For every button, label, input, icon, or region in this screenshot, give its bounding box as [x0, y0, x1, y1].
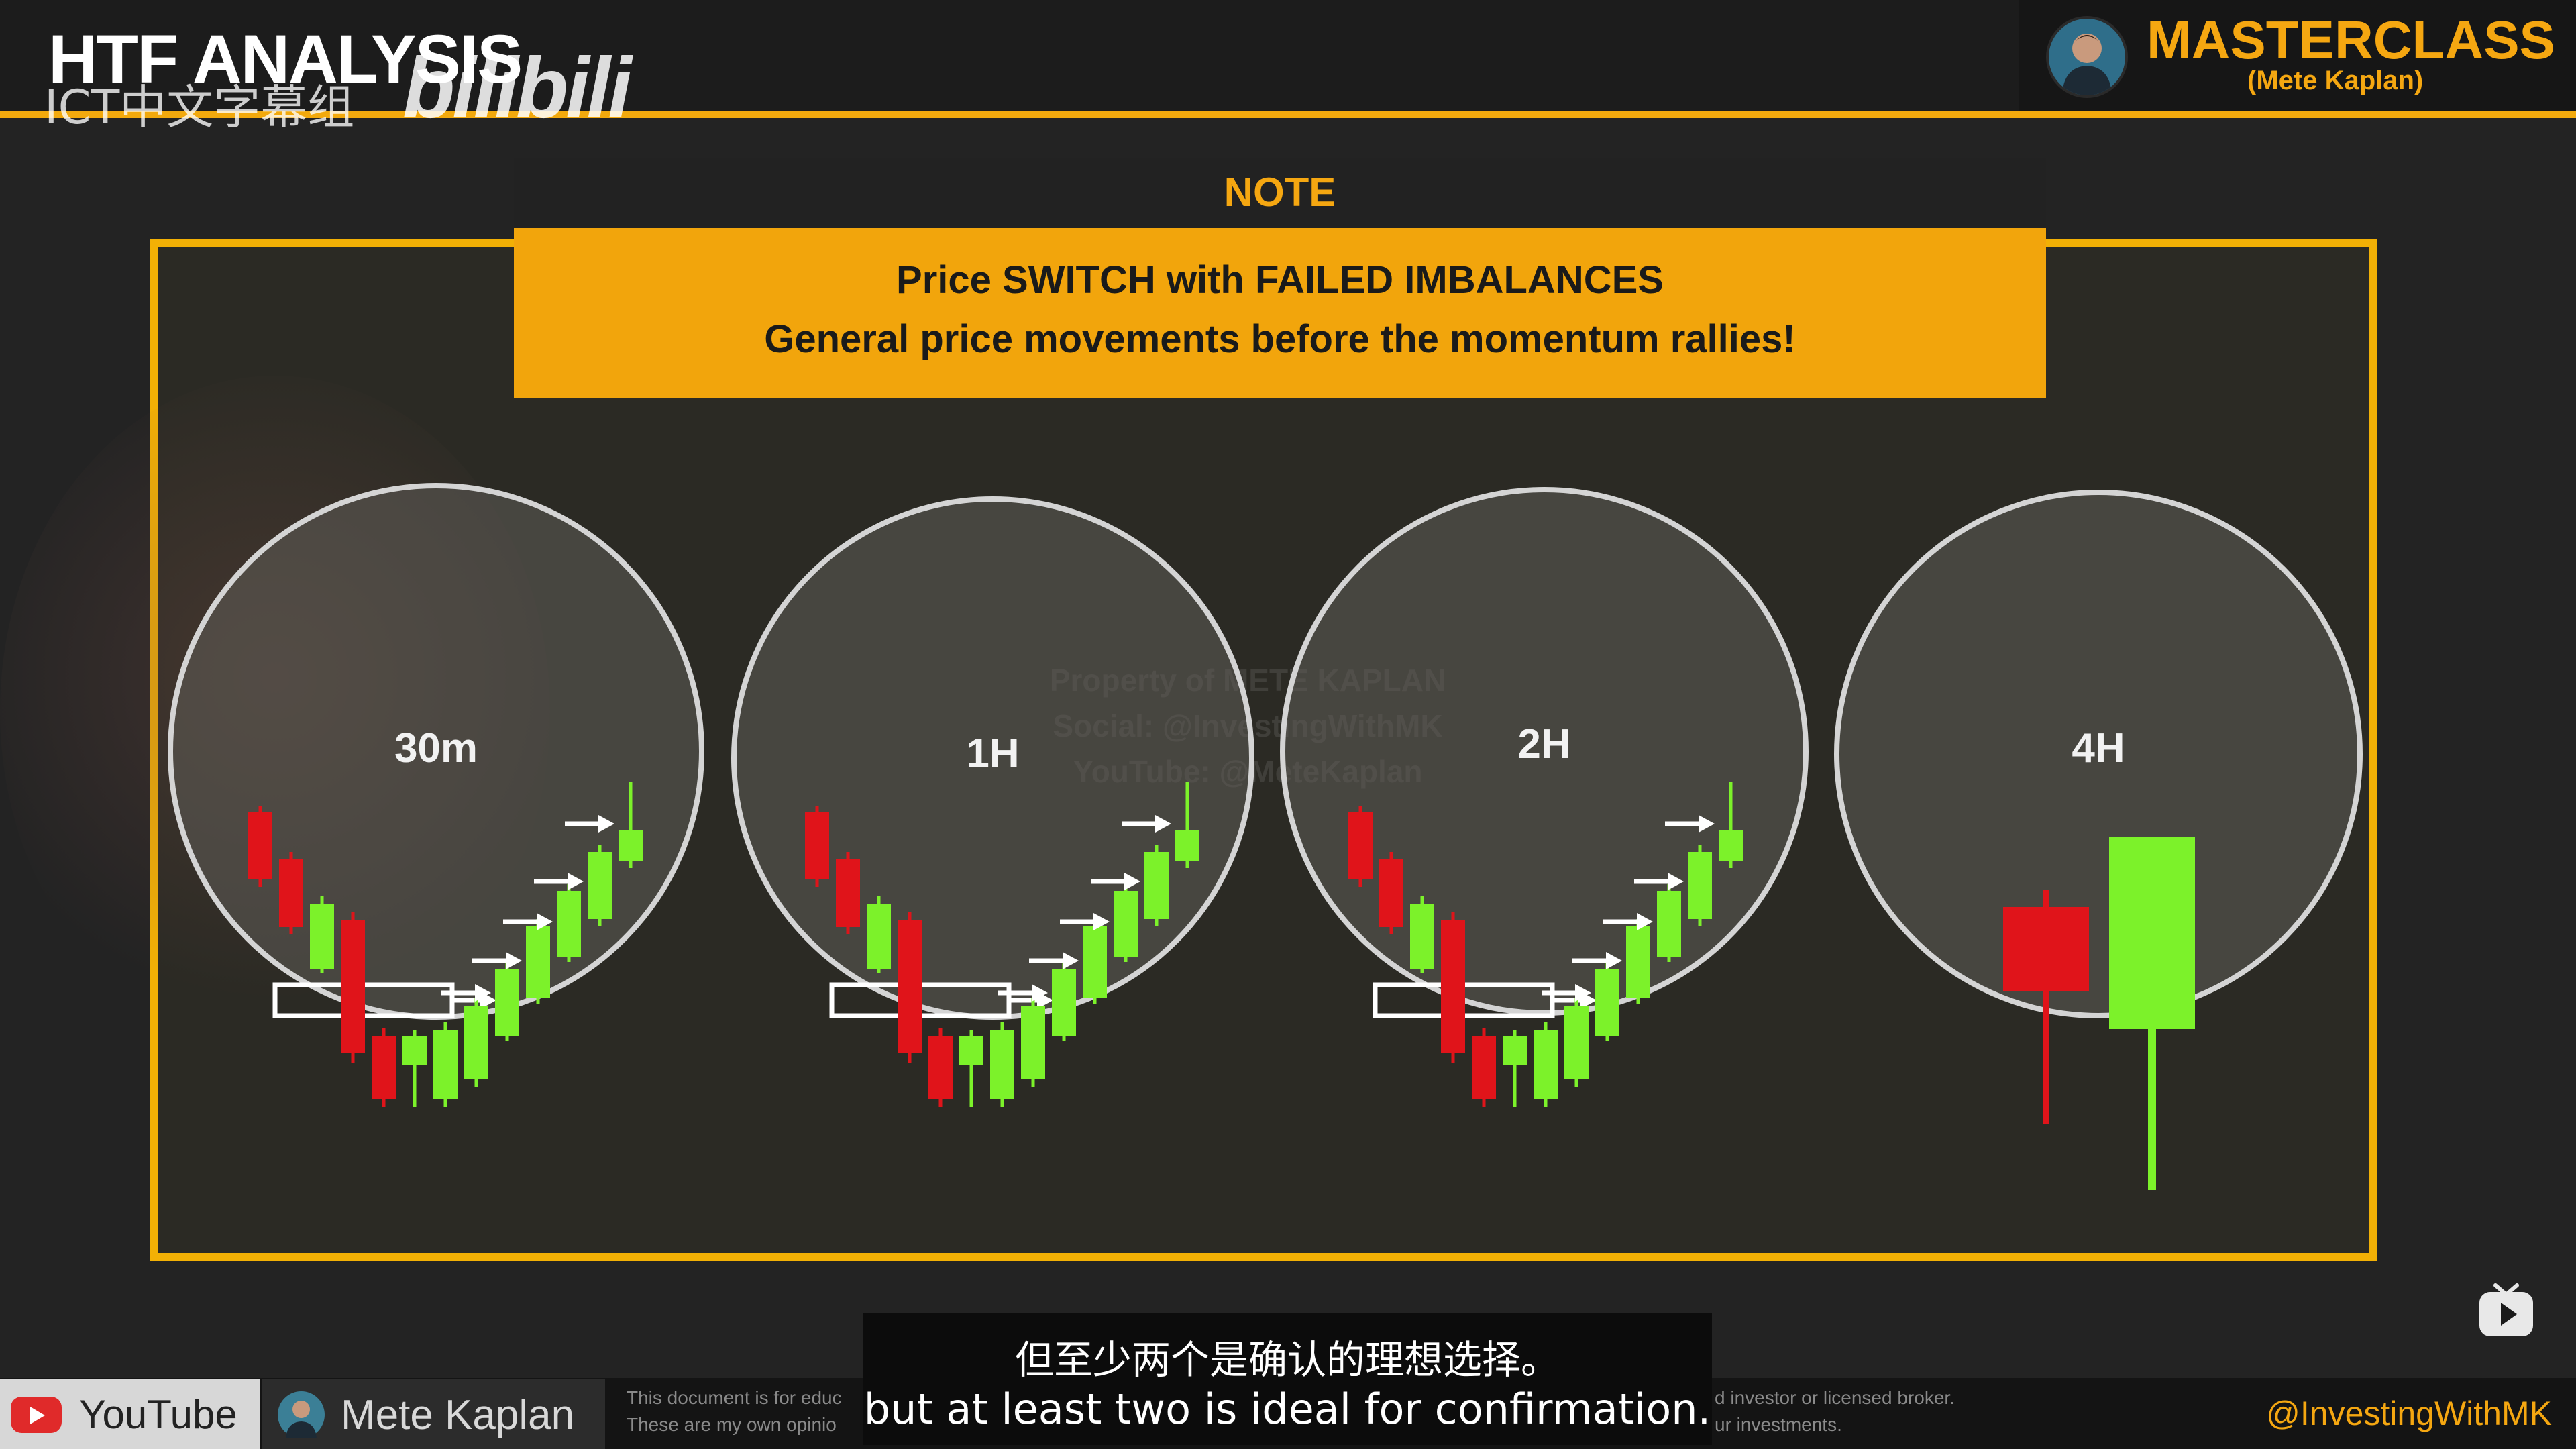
timeframe-label-1h: 1H [966, 731, 1020, 777]
header-accent-line [0, 111, 2576, 118]
property-watermark-line1: Property of METE KAPLAN [1049, 663, 1446, 698]
note-headline: Price SWITCH with FAILED IMBALANCES [896, 258, 1664, 302]
presenter-ghost-overlay [0, 376, 550, 1046]
channel-badge[interactable]: Mete Kaplan [262, 1379, 605, 1449]
subtitle-box: 但至少两个是确认的理想选择。 but at least two is ideal… [863, 1313, 1712, 1445]
property-watermark: Property of METE KAPLAN Social: @Investi… [1046, 657, 1449, 794]
play-icon[interactable] [2478, 1283, 2534, 1339]
subtitle-group-watermark: ICT中文字幕组 [44, 80, 355, 135]
channel-name: Mete Kaplan [341, 1392, 575, 1438]
youtube-icon [11, 1397, 62, 1433]
youtube-label: YouTube [79, 1392, 237, 1437]
timeframe-label-30m: 30m [394, 725, 478, 771]
channel-avatar [278, 1391, 325, 1438]
timeframe-label-2h: 2H [1517, 721, 1571, 767]
note-banner: Price SWITCH with FAILED IMBALANCES Gene… [514, 228, 2046, 398]
youtube-badge[interactable]: YouTube [0, 1379, 260, 1449]
note-label: NOTE [1224, 170, 1336, 215]
brand-title: MASTERCLASS [2147, 10, 2555, 70]
property-watermark-line2: Social: @InvestingWithMK [1053, 708, 1443, 743]
bilibili-watermark: bilibili [402, 40, 632, 136]
avatar [2046, 16, 2128, 98]
social-handle[interactable]: @InvestingWithMK [2266, 1395, 2552, 1432]
note-subline: General price movements before the momen… [764, 317, 1796, 361]
disclaimer-text: d investor or licensed broker. [1715, 1387, 1955, 1408]
property-watermark-line3: YouTube: @MeteKaplan [1073, 754, 1423, 789]
subtitle-english: but at least two is ideal for confirmati… [863, 1385, 1711, 1434]
disclaimer-text: These are my own opinio [627, 1414, 837, 1435]
disclaimer-text: ur investments. [1715, 1414, 1842, 1435]
subtitle-chinese: 但至少两个是确认的理想选择。 [1014, 1337, 1560, 1383]
disclaimer-text: This document is for educ [627, 1387, 842, 1408]
brand-subtitle: (Mete Kaplan) [2247, 66, 2424, 95]
note-tab: NOTE [514, 158, 2046, 228]
timeframe-label-4h: 4H [2072, 725, 2125, 771]
page-title: HTF ANALYSIS [48, 21, 523, 97]
